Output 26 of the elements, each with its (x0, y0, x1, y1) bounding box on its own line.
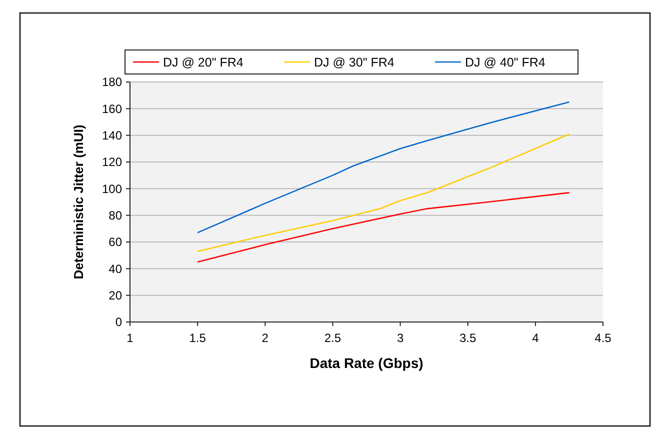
y-tick-label: 100 (102, 182, 122, 196)
line-series (196, 192, 570, 263)
line-series (196, 133, 570, 252)
y-tick-label: 180 (102, 75, 122, 90)
x-tick-label: 3.5 (460, 331, 477, 345)
x-tick-label: 2 (262, 331, 269, 345)
legend-label: DJ @ 30" FR4 (314, 55, 394, 70)
x-tick-label: 2.5 (324, 331, 342, 345)
y-tick-label: 20 (108, 288, 122, 303)
y-tick-label: 60 (108, 235, 122, 250)
y-tick-label: 120 (102, 155, 122, 170)
y-axis-title: Deterministic Jitter (mUI) (71, 124, 86, 280)
legend-label: DJ @ 40" FR4 (465, 55, 546, 70)
y-tick-label: 80 (108, 208, 122, 223)
x-tick-label: 4.5 (594, 331, 612, 345)
x-axis-title: Data Rate (Gbps) (310, 355, 424, 371)
x-tick-label: 1 (126, 331, 134, 345)
x-tick-label: 4 (532, 331, 540, 345)
y-tick-label: 40 (108, 262, 122, 276)
x-tick-label: 3 (396, 331, 404, 345)
x-tick-label: 1.5 (189, 331, 206, 345)
y-tick-label: 160 (102, 102, 122, 116)
line-series (196, 101, 570, 234)
y-tick-label: 140 (102, 128, 122, 143)
y-tick-label: 0 (115, 315, 122, 330)
legend-label: DJ @ 20" FR4 (163, 55, 244, 70)
